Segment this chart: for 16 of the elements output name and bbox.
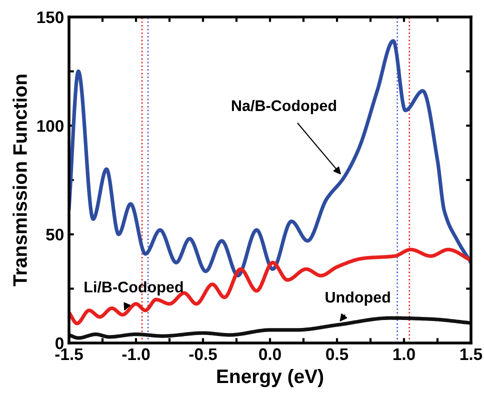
x-tick-label: -0.5 [189, 348, 217, 360]
x-tick-label: 0.5 [326, 348, 348, 360]
x-tick-label: 1.5 [460, 348, 482, 360]
y-tick-label: 50 [46, 228, 64, 241]
x-axis-title: Energy (eV) [217, 368, 324, 388]
x-tick-label: 0.0 [259, 348, 281, 360]
annotation: Undoped [326, 291, 390, 306]
x-tick-label: -1.0 [122, 348, 150, 360]
y-tick-label: 150 [37, 11, 64, 24]
annotation: Na/B-Codoped [232, 100, 336, 114]
y-tick-label: 100 [37, 120, 64, 132]
y-tick-label: 0 [56, 337, 64, 350]
x-tick-label: 1.0 [393, 348, 415, 360]
annotation: Li/B-Codoped [84, 281, 183, 296]
x-tick-label: -1.5 [55, 348, 83, 360]
y-axis-title: Transmission Function [12, 74, 27, 286]
